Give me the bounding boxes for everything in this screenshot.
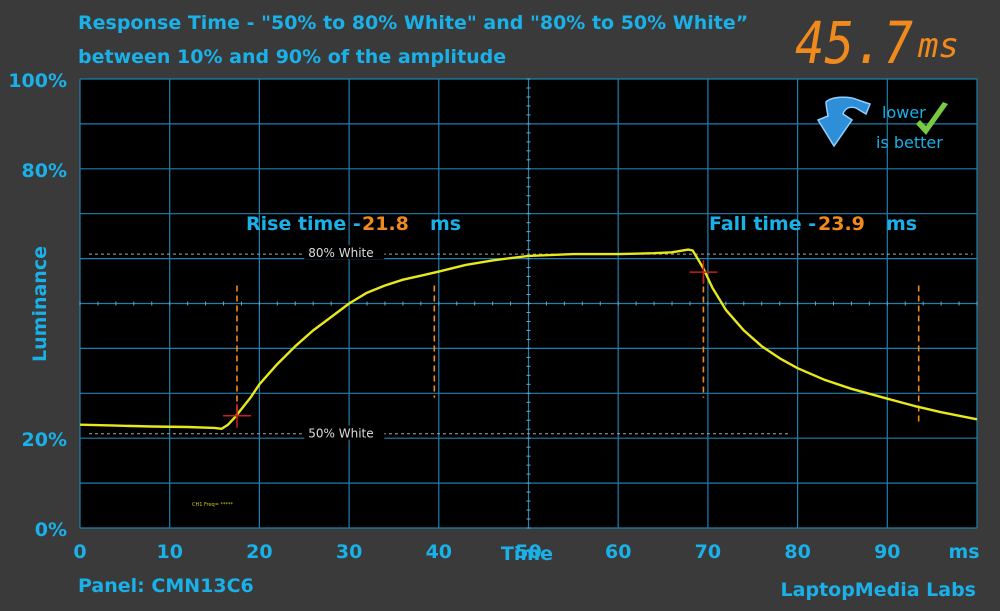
arrow-down-icon — [816, 96, 871, 148]
badge-line2: is better — [876, 133, 943, 152]
reference-label-low: 50% White — [308, 427, 373, 441]
scope-note: CH1 Freq= ***** — [192, 502, 234, 508]
y-tick-label: 0% — [35, 519, 67, 541]
x-tick-label: 0 — [73, 541, 86, 563]
lab-credit: LaptopMedia Labs — [781, 579, 976, 601]
fall-time-unit: ms — [886, 213, 917, 235]
chart-title-line1: Response Time - "50% to 80% White" and "… — [78, 12, 748, 34]
x-tick-label: 40 — [426, 541, 452, 563]
reference-label-high: 80% White — [308, 246, 373, 260]
x-tick-label: 90 — [874, 541, 900, 563]
total-response-value: 45.7 — [795, 9, 913, 77]
x-axis-label: Time — [501, 543, 553, 565]
badge-line1: lower — [882, 103, 926, 122]
rise-time-annotation: Rise time - 21.8 ms — [246, 213, 461, 235]
panel-label: Panel: CMN13C6 — [78, 575, 254, 597]
x-tick-label: 80 — [784, 541, 810, 563]
y-axis-ticks: 0% 20% 80% 100% — [8, 70, 67, 541]
y-tick-label: 20% — [22, 429, 67, 451]
x-axis-ticks: 0 10 20 30 40 50 60 70 80 90 — [73, 541, 900, 563]
fall-time-value: 23.9 — [818, 213, 865, 235]
chart-title-line2: between 10% and 90% of the amplitude — [78, 46, 506, 68]
x-tick-label: 60 — [605, 541, 631, 563]
y-tick-label: 80% — [22, 160, 67, 182]
x-tick-label: 70 — [695, 541, 721, 563]
checkmark-icon — [916, 102, 948, 135]
y-tick-label: 100% — [8, 70, 67, 92]
rise-time-unit: ms — [430, 213, 461, 235]
fall-time-label: Fall time - — [709, 213, 816, 235]
transition-markers — [236, 276, 920, 425]
rise-time-label: Rise time - — [246, 213, 361, 235]
reference-label-bg — [304, 245, 385, 260]
reference-lines: 80% White 50% White — [88, 245, 973, 441]
lower-is-better-badge: lower is better — [816, 96, 948, 152]
x-tick-label: 20 — [246, 541, 272, 563]
reference-label-bg — [304, 425, 385, 440]
x-tick-label: 30 — [336, 541, 362, 563]
fall-time-annotation: Fall time - 23.9 ms — [709, 213, 917, 235]
crossing-markers — [222, 260, 718, 428]
grid — [79, 78, 978, 529]
x-tick-label: 10 — [156, 541, 182, 563]
x-tick-label: 50 — [515, 541, 541, 563]
rise-time-value: 21.8 — [362, 213, 409, 235]
y-axis-label: Luminance — [29, 246, 51, 362]
total-response-unit: ms — [917, 26, 959, 66]
x-axis-unit: ms — [948, 541, 979, 563]
